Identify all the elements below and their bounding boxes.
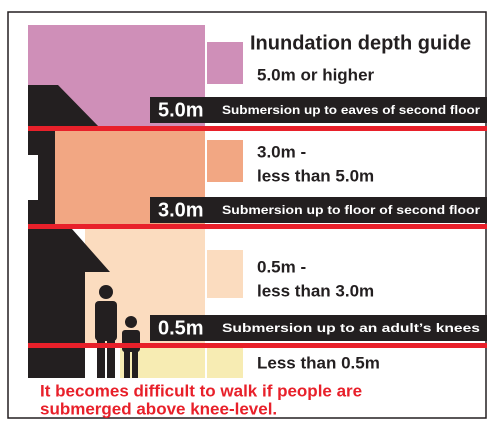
depth-line bbox=[28, 224, 487, 229]
infographic: Inundation depth guide 5.0m or higher 3.… bbox=[0, 0, 494, 423]
marker-depth: 3.0m bbox=[158, 199, 204, 221]
marker-description: Submersion up to eaves of second floor bbox=[222, 103, 480, 117]
depth-line bbox=[28, 126, 487, 131]
legend-label: less than 5.0m bbox=[257, 166, 374, 185]
legend-swatch bbox=[207, 348, 243, 378]
legend-label: 3.0m - bbox=[257, 142, 306, 161]
legend-swatch bbox=[207, 42, 243, 84]
legend-label: less than 3.0m bbox=[257, 281, 374, 300]
marker-depth: 5.0m bbox=[158, 99, 204, 121]
note: It becomes difficult to walk if people a… bbox=[40, 381, 362, 400]
legend-swatch bbox=[207, 140, 243, 182]
marker-description: Submersion up to floor of second floor bbox=[222, 203, 480, 217]
depth-line bbox=[28, 343, 487, 348]
legend-label: 5.0m or higher bbox=[257, 65, 375, 84]
marker-depth: 0.5m bbox=[158, 317, 204, 339]
marker-description: Submersion up to an adult’s knees bbox=[222, 321, 480, 335]
legend-label: Less than 0.5m bbox=[257, 353, 380, 372]
legend-label: 0.5m - bbox=[257, 257, 306, 276]
title: Inundation depth guide bbox=[250, 32, 471, 54]
legend-swatch bbox=[207, 250, 243, 298]
note: submerged above knee-level. bbox=[40, 399, 277, 418]
